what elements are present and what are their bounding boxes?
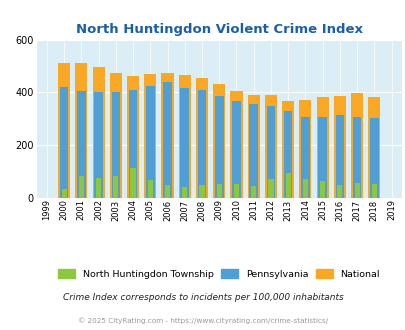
Bar <box>268 179 273 198</box>
Title: North Huntingdon Violent Crime Index: North Huntingdon Violent Crime Index <box>76 23 362 36</box>
Bar <box>266 106 275 198</box>
Bar <box>96 178 101 198</box>
Bar <box>130 168 135 198</box>
Bar <box>247 95 259 198</box>
Bar <box>337 185 342 198</box>
Bar <box>163 82 171 198</box>
Bar <box>367 97 379 198</box>
Bar <box>58 63 70 198</box>
Bar <box>199 185 204 198</box>
Bar <box>214 96 223 198</box>
Bar <box>371 184 376 198</box>
Bar <box>127 76 139 198</box>
Bar <box>178 75 190 198</box>
Bar <box>281 101 294 198</box>
Bar <box>333 96 345 198</box>
Bar <box>128 90 137 198</box>
Bar <box>161 73 173 198</box>
Bar <box>180 88 189 198</box>
Bar <box>283 112 292 198</box>
Bar <box>216 184 221 198</box>
Bar <box>350 93 362 198</box>
Bar <box>230 91 242 198</box>
Bar <box>144 74 156 198</box>
Bar <box>301 117 309 198</box>
Bar <box>264 95 276 198</box>
Bar <box>369 118 378 198</box>
Bar <box>302 179 307 198</box>
Bar <box>335 115 343 198</box>
Bar <box>79 176 84 198</box>
Bar <box>92 67 104 198</box>
Bar <box>354 183 359 198</box>
Bar <box>197 90 206 198</box>
Legend: North Huntingdon Township, Pennsylvania, National: North Huntingdon Township, Pennsylvania,… <box>58 269 379 279</box>
Bar <box>319 181 324 198</box>
Bar <box>285 173 290 198</box>
Bar <box>147 180 153 198</box>
Bar <box>111 92 120 198</box>
Bar <box>352 117 360 198</box>
Bar <box>146 86 154 198</box>
Bar <box>164 185 170 198</box>
Bar <box>251 186 256 198</box>
Text: Crime Index corresponds to incidents per 100,000 inhabitants: Crime Index corresponds to incidents per… <box>62 292 343 302</box>
Bar <box>249 104 258 198</box>
Bar <box>298 100 311 198</box>
Bar <box>109 73 122 198</box>
Bar <box>77 90 85 198</box>
Bar <box>62 189 66 198</box>
Bar <box>60 87 68 198</box>
Bar <box>316 97 328 198</box>
Bar <box>233 184 239 198</box>
Bar <box>75 63 87 198</box>
Bar <box>113 176 118 198</box>
Bar <box>213 84 225 198</box>
Bar <box>94 92 102 198</box>
Text: © 2025 CityRating.com - https://www.cityrating.com/crime-statistics/: © 2025 CityRating.com - https://www.city… <box>78 317 327 324</box>
Bar <box>182 187 187 198</box>
Bar <box>196 78 207 198</box>
Bar <box>318 117 326 198</box>
Bar <box>232 101 240 198</box>
